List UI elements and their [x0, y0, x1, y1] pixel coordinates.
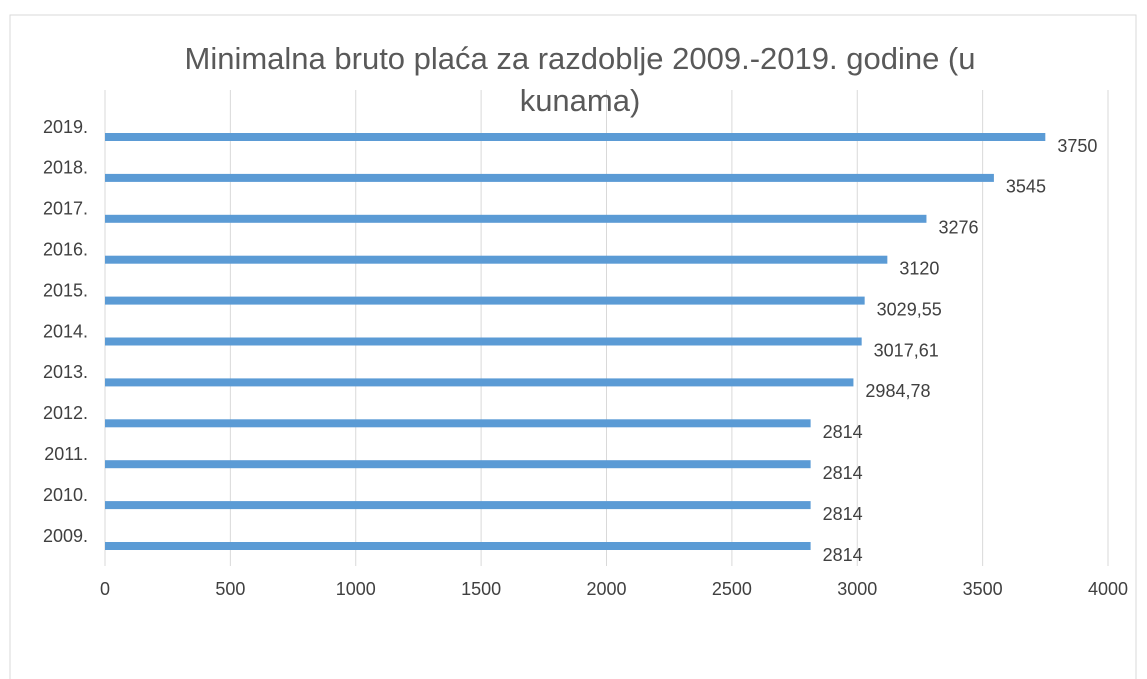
x-tick-label: 2000	[586, 579, 626, 599]
data-label: 2814	[823, 545, 863, 565]
y-tick-label: 2010.	[43, 485, 88, 505]
data-label: 3120	[899, 258, 939, 278]
chart-frame	[9, 14, 1137, 679]
y-tick-label: 2017.	[43, 199, 88, 219]
bar	[105, 378, 854, 387]
bar	[105, 501, 811, 510]
bar	[105, 419, 811, 428]
y-tick-label: 2012.	[43, 403, 88, 423]
y-tick-label: 2014.	[43, 321, 88, 341]
data-label: 2814	[823, 422, 863, 442]
x-tick-label: 4000	[1088, 579, 1128, 599]
data-label: 3029,55	[877, 299, 942, 319]
bar	[105, 133, 1046, 141]
x-tick-label: 1000	[336, 579, 376, 599]
y-tick-label: 2018.	[43, 158, 88, 178]
bar	[105, 214, 927, 223]
data-label: 3017,61	[874, 340, 939, 360]
y-tick-label: 2016.	[43, 239, 88, 259]
x-tick-label: 1500	[461, 579, 501, 599]
y-tick-label: 2009.	[43, 526, 88, 546]
x-tick-label: 3000	[837, 579, 877, 599]
bar	[105, 542, 811, 550]
x-tick-label: 500	[215, 579, 245, 599]
data-label: 3750	[1057, 136, 1097, 156]
data-label: 3545	[1006, 177, 1046, 197]
x-tick-label: 0	[100, 579, 110, 599]
x-tick-label: 3500	[963, 579, 1003, 599]
bar	[105, 255, 888, 264]
data-label: 2814	[823, 463, 863, 483]
bar	[105, 296, 865, 305]
bar	[105, 173, 994, 182]
chart-title: Minimalna bruto plaća za razdoblje 2009.…	[184, 41, 976, 118]
x-tick-label: 2500	[712, 579, 752, 599]
y-tick-label: 2013.	[43, 362, 88, 382]
y-tick-label: 2019.	[43, 117, 88, 137]
bar	[105, 337, 862, 346]
y-tick-label: 2011.	[44, 444, 88, 464]
y-tick-label: 2015.	[43, 280, 88, 300]
data-label: 3276	[938, 218, 978, 238]
bar	[105, 460, 811, 469]
data-label: 2984,78	[865, 381, 930, 401]
data-label: 2814	[823, 504, 863, 524]
